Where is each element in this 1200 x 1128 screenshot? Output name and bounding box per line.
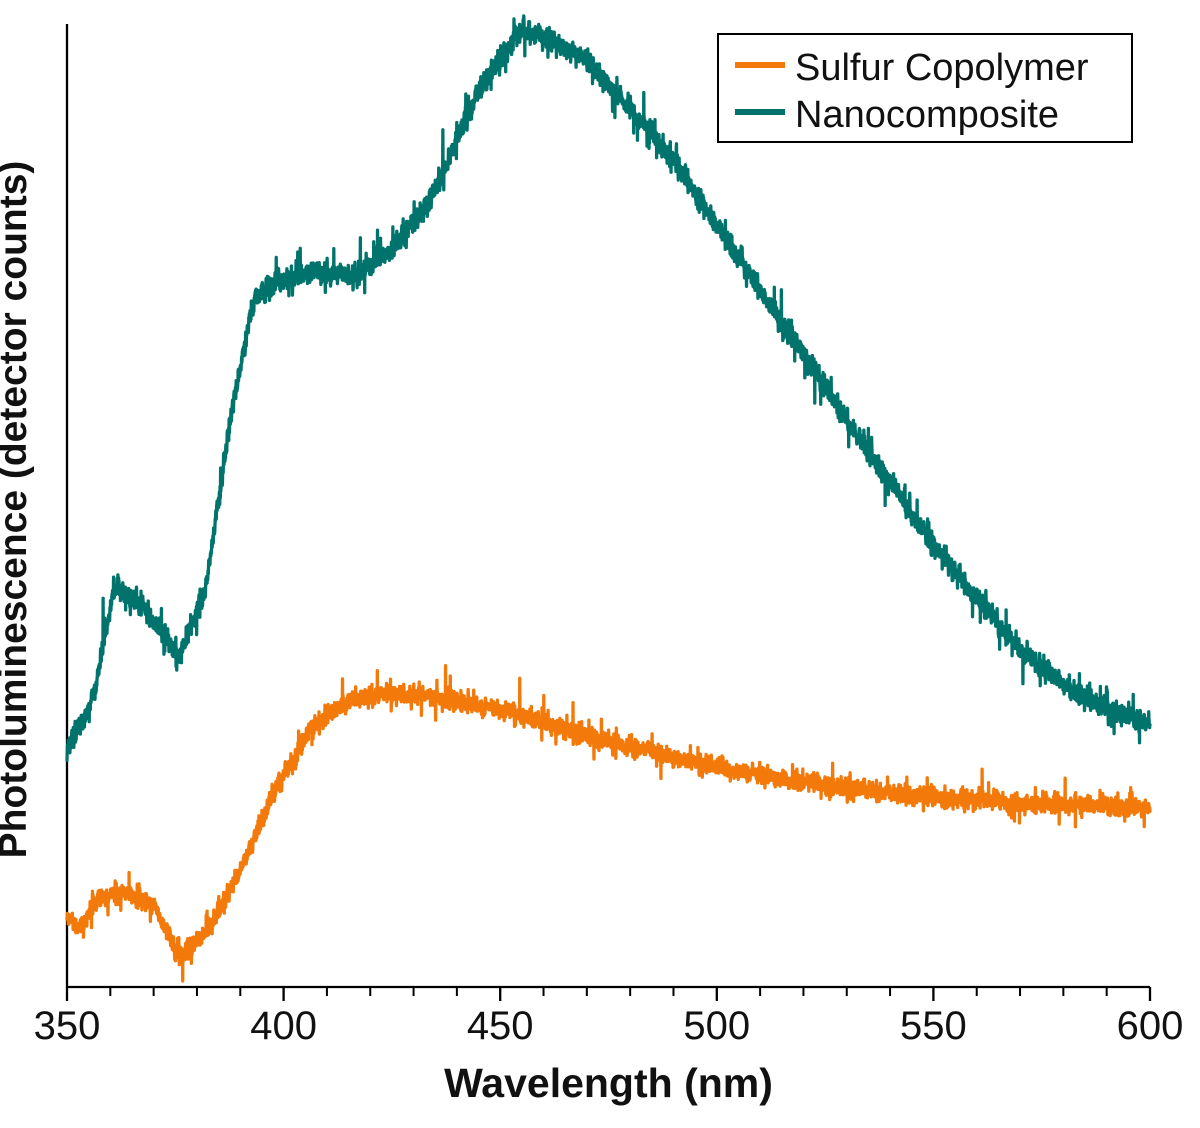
- svg-text:600: 600: [1117, 1004, 1184, 1048]
- svg-text:Wavelength (nm): Wavelength (nm): [444, 1060, 773, 1106]
- svg-text:Photoluminescence (detector co: Photoluminescence (detector counts): [0, 161, 35, 859]
- svg-text:500: 500: [683, 1004, 750, 1048]
- svg-text:Sulfur Copolymer: Sulfur Copolymer: [795, 47, 1089, 89]
- svg-text:Nanocomposite: Nanocomposite: [795, 94, 1059, 136]
- svg-text:350: 350: [34, 1004, 101, 1048]
- svg-text:450: 450: [467, 1004, 534, 1048]
- svg-text:550: 550: [900, 1004, 967, 1048]
- svg-text:400: 400: [250, 1004, 317, 1048]
